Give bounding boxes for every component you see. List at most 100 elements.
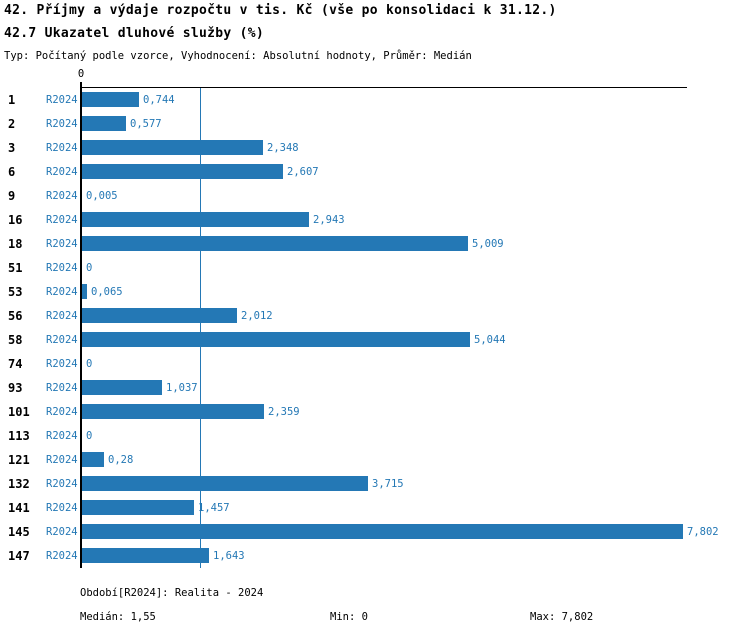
bar-value-label: 0 xyxy=(86,262,93,274)
row-series-label: R2024 xyxy=(46,190,78,202)
bar-value-label: 5,044 xyxy=(474,334,506,346)
min-stat-label: Min: 0 xyxy=(330,611,368,623)
table-row: 6 R2024 2,607 xyxy=(0,160,750,184)
row-series-label: R2024 xyxy=(46,430,78,442)
row-category-label: 6 xyxy=(8,165,16,179)
row-series-label: R2024 xyxy=(46,286,78,298)
table-row: 53 R2024 0,065 xyxy=(0,280,750,304)
value-bar xyxy=(82,236,468,251)
value-bar xyxy=(82,548,209,563)
row-category-label: 53 xyxy=(8,285,23,299)
row-series-label: R2024 xyxy=(46,166,78,178)
value-bar xyxy=(82,476,368,491)
median-stat-label: Medián: 1,55 xyxy=(80,611,156,623)
table-row: 51 R2024 0 xyxy=(0,256,750,280)
row-category-label: 141 xyxy=(8,501,30,515)
table-row: 3 R2024 2,348 xyxy=(0,136,750,160)
table-row: 101 R2024 2,359 xyxy=(0,400,750,424)
value-bar xyxy=(82,212,309,227)
value-bar xyxy=(82,380,162,395)
bar-value-label: 2,607 xyxy=(287,166,319,178)
table-row: 132 R2024 3,715 xyxy=(0,472,750,496)
row-series-label: R2024 xyxy=(46,454,78,466)
row-series-label: R2024 xyxy=(46,478,78,490)
row-category-label: 51 xyxy=(8,261,23,275)
table-row: 16 R2024 2,943 xyxy=(0,208,750,232)
value-bar xyxy=(82,284,87,299)
row-category-label: 3 xyxy=(8,141,16,155)
bar-value-label: 0 xyxy=(86,358,93,370)
value-bar xyxy=(82,116,126,131)
row-series-label: R2024 xyxy=(46,262,78,274)
row-category-label: 2 xyxy=(8,117,16,131)
row-category-label: 74 xyxy=(8,357,23,371)
table-row: 9 R2024 0,005 xyxy=(0,184,750,208)
table-row: 58 R2024 5,044 xyxy=(0,328,750,352)
bar-value-label: 0,005 xyxy=(86,190,118,202)
chart-title: 42.7 Ukazatel dluhové služby (%) xyxy=(4,26,265,41)
value-bar xyxy=(82,524,683,539)
bar-value-label: 0,577 xyxy=(130,118,162,130)
value-bar xyxy=(82,92,139,107)
row-series-label: R2024 xyxy=(46,406,78,418)
table-row: 145 R2024 7,802 xyxy=(0,520,750,544)
row-series-label: R2024 xyxy=(46,238,78,250)
bar-value-label: 3,715 xyxy=(372,478,404,490)
value-bar xyxy=(82,452,104,467)
row-category-label: 145 xyxy=(8,525,30,539)
row-series-label: R2024 xyxy=(46,118,78,130)
table-row: 18 R2024 5,009 xyxy=(0,232,750,256)
row-category-label: 56 xyxy=(8,309,23,323)
row-category-label: 147 xyxy=(8,549,30,563)
row-category-label: 93 xyxy=(8,381,23,395)
bar-value-label: 0 xyxy=(86,430,93,442)
bar-value-label: 2,348 xyxy=(267,142,299,154)
x-axis-zero-tick-label: 0 xyxy=(77,68,85,80)
table-row: 93 R2024 1,037 xyxy=(0,376,750,400)
bar-value-label: 2,943 xyxy=(313,214,345,226)
row-category-label: 16 xyxy=(8,213,23,227)
value-bar xyxy=(82,500,194,515)
table-row: 56 R2024 2,012 xyxy=(0,304,750,328)
row-series-label: R2024 xyxy=(46,214,78,226)
value-bar xyxy=(82,140,263,155)
value-bar xyxy=(82,164,283,179)
row-category-label: 1 xyxy=(8,93,16,107)
bar-value-label: 0,28 xyxy=(108,454,134,466)
page-title: 42. Příjmy a výdaje rozpočtu v tis. Kč (… xyxy=(4,3,557,18)
median-reference-line xyxy=(200,88,201,568)
bar-value-label: 1,037 xyxy=(166,382,198,394)
row-series-label: R2024 xyxy=(46,550,78,562)
bar-value-label: 5,009 xyxy=(472,238,504,250)
bar-chart-plot-area: 0 1 R2024 0,744 2 R2024 0,577 3 R2024 2,348 6 R202… xyxy=(0,68,750,568)
period-label: Období[R2024]: Realita - 2024 xyxy=(80,587,264,599)
x-axis-line xyxy=(80,87,687,88)
chart-meta-info: Typ: Počítaný podle vzorce, Vyhodnocení:… xyxy=(4,50,472,62)
row-series-label: R2024 xyxy=(46,358,78,370)
row-series-label: R2024 xyxy=(46,382,78,394)
bar-value-label: 2,359 xyxy=(268,406,300,418)
table-row: 2 R2024 0,577 xyxy=(0,112,750,136)
value-bar xyxy=(82,308,237,323)
row-series-label: R2024 xyxy=(46,310,78,322)
max-stat-label: Max: 7,802 xyxy=(530,611,594,623)
row-category-label: 113 xyxy=(8,429,30,443)
row-series-label: R2024 xyxy=(46,142,78,154)
row-series-label: R2024 xyxy=(46,502,78,514)
bar-value-label: 1,457 xyxy=(198,502,230,514)
row-category-label: 101 xyxy=(8,405,30,419)
table-row: 121 R2024 0,28 xyxy=(0,448,750,472)
row-series-label: R2024 xyxy=(46,94,78,106)
table-row: 74 R2024 0 xyxy=(0,352,750,376)
row-category-label: 18 xyxy=(8,237,23,251)
table-row: 141 R2024 1,457 xyxy=(0,496,750,520)
bar-value-label: 7,802 xyxy=(687,526,719,538)
table-row: 147 R2024 1,643 xyxy=(0,544,750,568)
bar-value-label: 2,012 xyxy=(241,310,273,322)
y-axis-line xyxy=(80,82,82,568)
row-category-label: 58 xyxy=(8,333,23,347)
value-bar xyxy=(82,332,470,347)
value-bar xyxy=(82,404,264,419)
bar-value-label: 1,643 xyxy=(213,550,245,562)
